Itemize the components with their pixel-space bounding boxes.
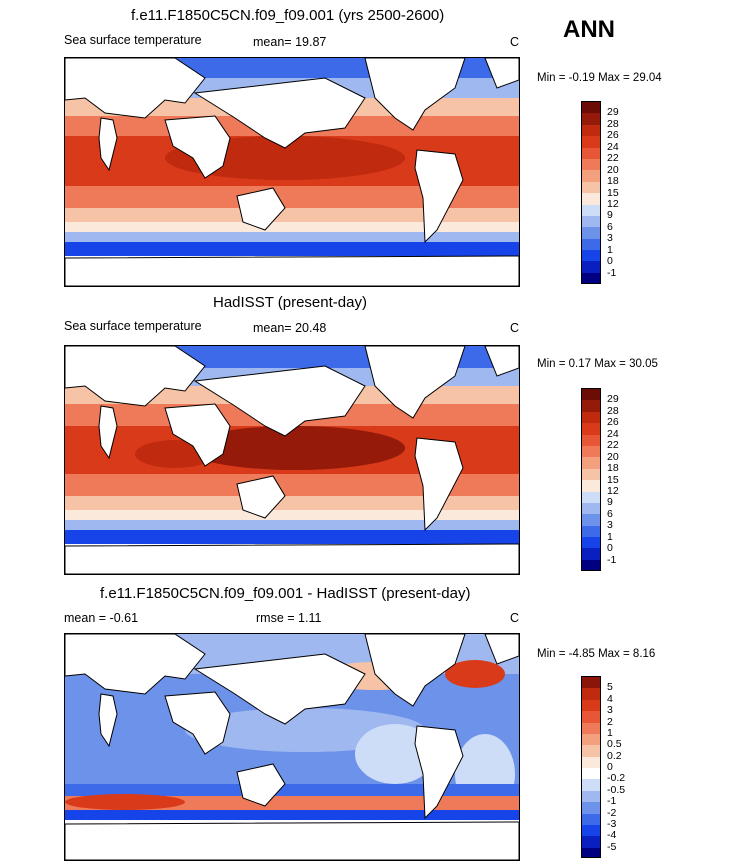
panel-2-map (64, 345, 520, 575)
panel-3-mean-value: -0.61 (109, 611, 139, 625)
panel-1-mean-value: 19.87 (295, 35, 327, 49)
panel-3-colorbar (581, 676, 601, 858)
panel-1-title: f.e11.F1850C5CN.f09_f09.001 (yrs 2500-26… (131, 7, 445, 24)
panel-1-minmax: Min = -0.19 Max = 29.04 (537, 72, 662, 84)
panel-1-map (64, 57, 520, 287)
panel-2-variable: Sea surface temperature (64, 319, 202, 333)
season-label: ANN (563, 16, 615, 43)
panel-1-mean: mean= 19.87 (253, 35, 327, 49)
panel-2-mean: mean= 20.48 (253, 321, 327, 335)
panel-3-map (64, 633, 520, 861)
panel-1-variable: Sea surface temperature (64, 33, 202, 47)
panel-2-minmax: Min = 0.17 Max = 30.05 (537, 358, 658, 370)
panel-1-colorbar (581, 101, 601, 284)
panel-2-units: C (510, 321, 520, 335)
panel-2-mean-value: 20.48 (295, 321, 327, 335)
panel-1-units: C (510, 35, 520, 49)
panel-3-mean: mean = -0.61 (64, 611, 139, 625)
panel-2-title: HadISST (present-day) (213, 294, 367, 311)
panel-2-colorbar (581, 388, 601, 571)
panel-3-minmax: Min = -4.85 Max = 8.16 (537, 648, 656, 660)
panel-3-units: C (510, 611, 520, 625)
panel-3-rmse-value: 1.11 (298, 611, 322, 625)
panel-3-rmse: rmse = 1.11 (256, 611, 322, 625)
panel-3-title: f.e11.F1850C5CN.f09_f09.001 - HadISST (p… (100, 585, 471, 602)
